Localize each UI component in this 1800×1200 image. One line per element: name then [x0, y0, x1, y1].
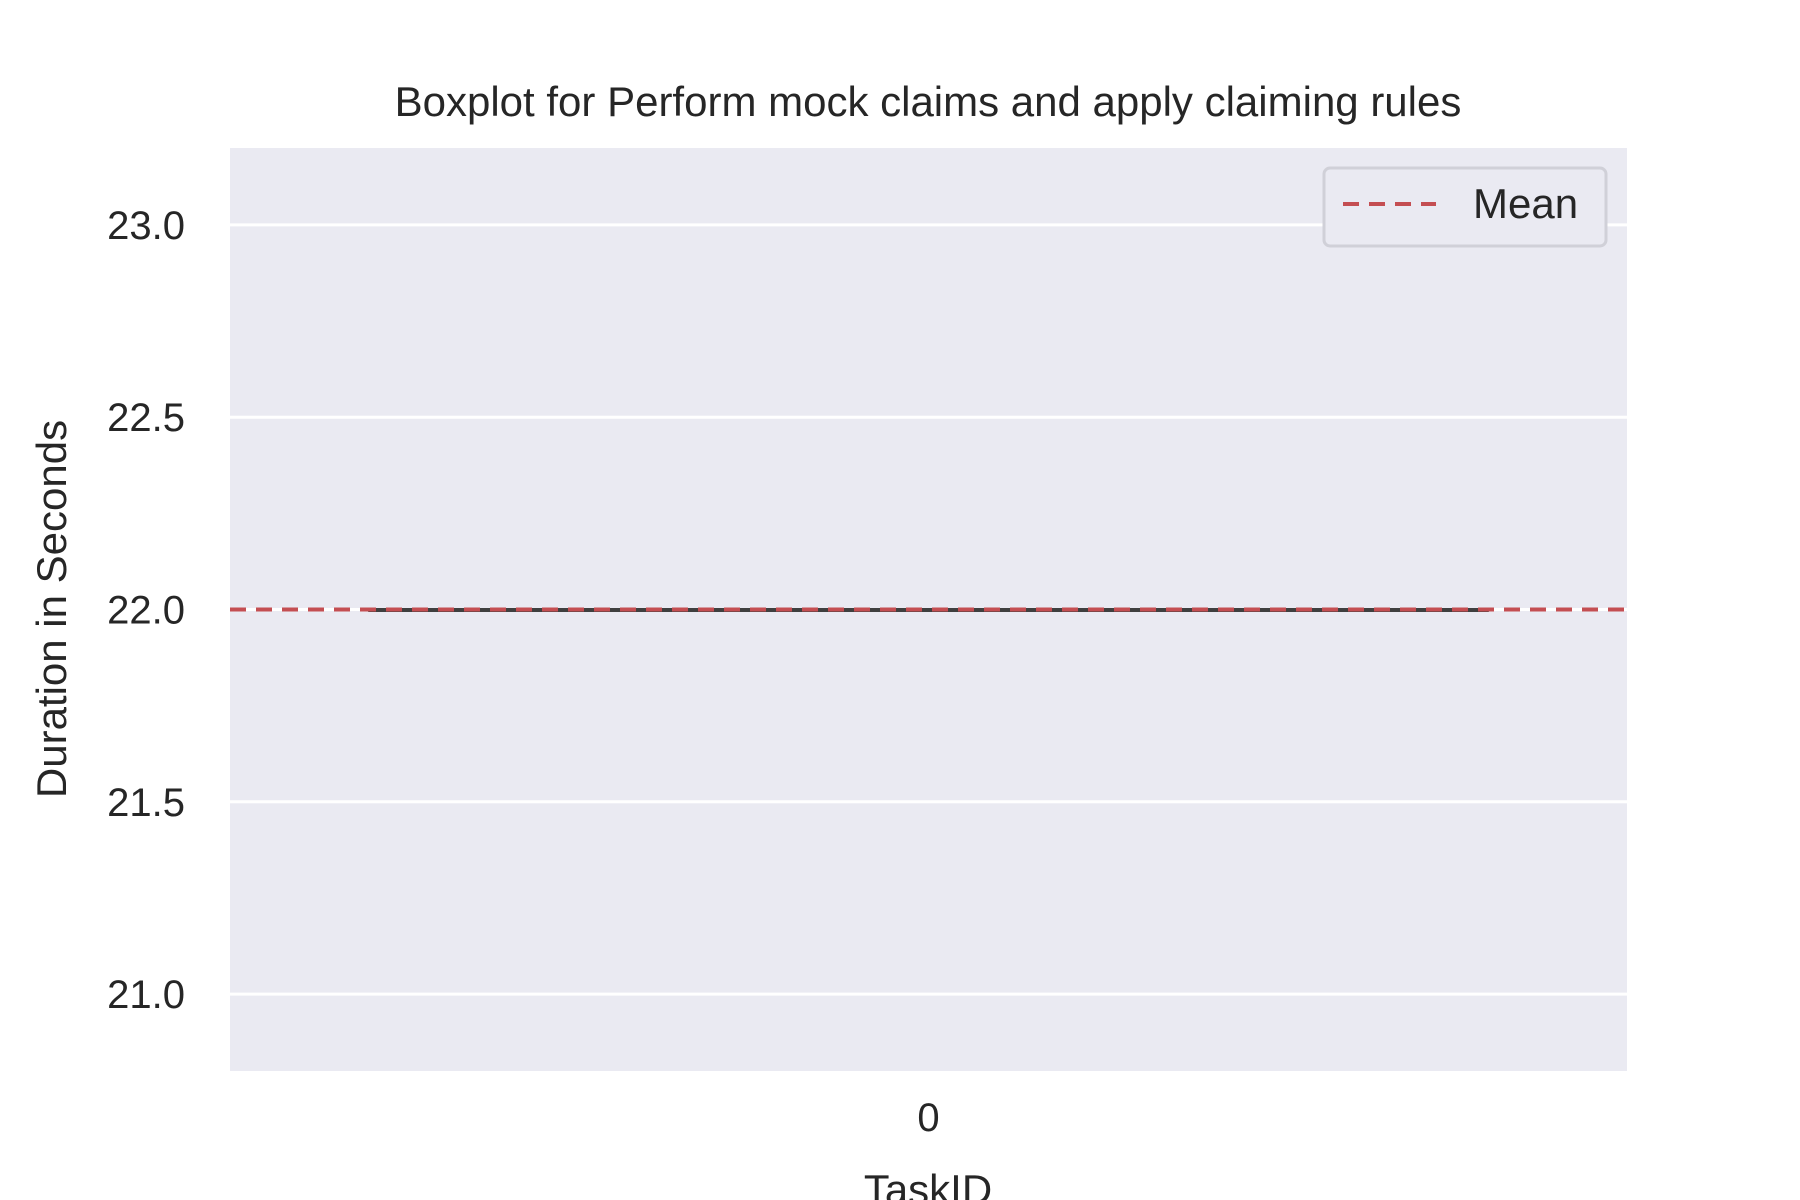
chart-title: Boxplot for Perform mock claims and appl…	[395, 78, 1462, 125]
y-tick-label: 21.5	[107, 781, 185, 825]
legend-entry-mean: Mean	[1473, 180, 1578, 227]
boxes	[368, 608, 1489, 612]
y-tick-label: 23.0	[107, 204, 185, 248]
y-tick-label: 21.0	[107, 973, 185, 1017]
x-axis-label: TaskID	[864, 1166, 992, 1200]
legend: Mean	[1322, 166, 1608, 248]
x-tick-label: 0	[917, 1096, 939, 1140]
x-tick-labels: 0	[917, 1096, 939, 1140]
y-tick-label: 22.0	[107, 589, 185, 633]
y-axis-label: Duration in Seconds	[28, 420, 75, 798]
legend-box	[1322, 166, 1608, 248]
y-tick-label: 22.5	[107, 396, 185, 440]
y-tick-labels: 21.0 21.5 22.0 22.5 23.0	[107, 204, 185, 1017]
